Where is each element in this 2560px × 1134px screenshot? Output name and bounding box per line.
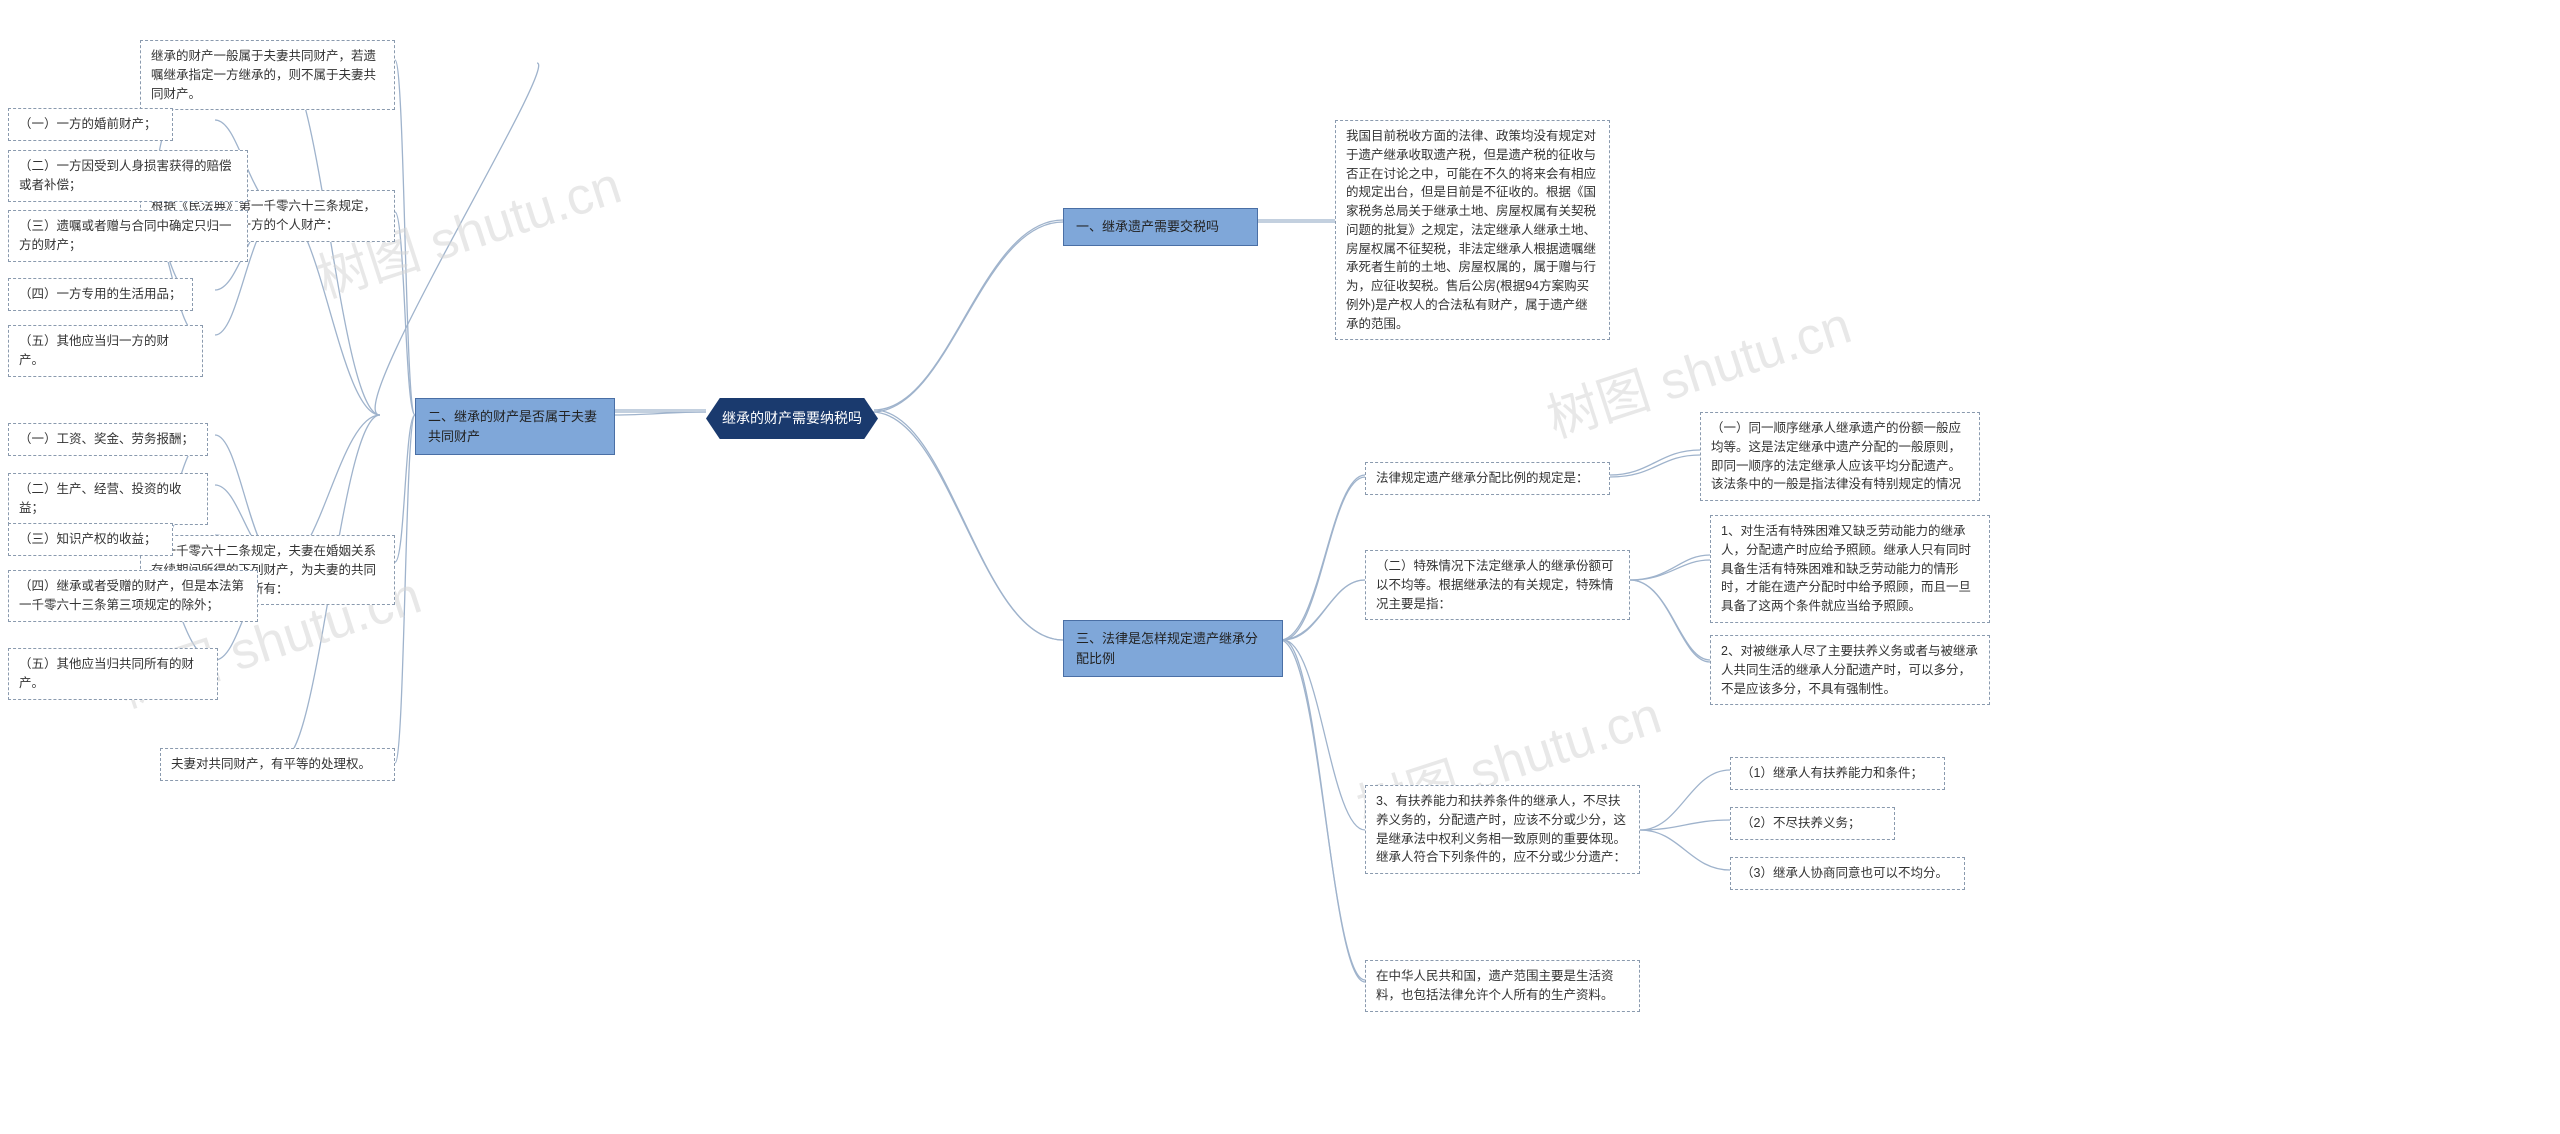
leaf-1063-c4: （四）一方专用的生活用品； bbox=[8, 278, 193, 311]
leaf-1062-c1: （一）工资、奖金、劳务报酬； bbox=[8, 423, 208, 456]
leaf-1062-c2: （二）生产、经营、投资的收益； bbox=[8, 473, 208, 525]
leaf-1062-c5: （五）其他应当归共同所有的财产。 bbox=[8, 648, 218, 700]
leaf-joint-general: 继承的财产一般属于夫妻共同财产，若遗嘱继承指定一方继承的，则不属于夫妻共同财产。 bbox=[140, 40, 395, 110]
leaf-special-case: （二）特殊情况下法定继承人的继承份额可以不均等。根据继承法的有关规定，特殊情况主… bbox=[1365, 550, 1630, 620]
leaf-equal-rights: 夫妻对共同财产，有平等的处理权。 bbox=[160, 748, 395, 781]
leaf-special-2: 2、对被继承人尽了主要扶养义务或者与被继承人共同生活的继承人分配遗产时，可以多分… bbox=[1710, 635, 1990, 705]
leaf-special-3-c1: （1）继承人有扶养能力和条件； bbox=[1730, 757, 1945, 790]
leaf-1062-c3: （三）知识产权的收益； bbox=[8, 523, 173, 556]
leaf-1063-c2: （二）一方因受到人身损害获得的赔偿或者补偿； bbox=[8, 150, 248, 202]
leaf-1063-c5: （五）其他应当归一方的财产。 bbox=[8, 325, 203, 377]
leaf-tax-detail: 我国目前税收方面的法律、政策均没有规定对于遗产继承收取遗产税，但是遗产税的征收与… bbox=[1335, 120, 1610, 340]
branch-tax-required: 一、继承遗产需要交税吗 bbox=[1063, 208, 1258, 246]
leaf-1063-c1: （一）一方的婚前财产； bbox=[8, 108, 173, 141]
leaf-1063-c3: （三）遗嘱或者赠与合同中确定只归一方的财产； bbox=[8, 210, 248, 262]
branch-distribution-law: 三、法律是怎样规定遗产继承分配比例 bbox=[1063, 620, 1283, 677]
leaf-special-1: 1、对生活有特殊困难又缺乏劳动能力的继承人，分配遗产时应给予照顾。继承人只有同时… bbox=[1710, 515, 1990, 623]
leaf-special-3: 3、有扶养能力和扶养条件的继承人，不尽扶养义务的，分配遗产时，应该不分或少分，这… bbox=[1365, 785, 1640, 874]
leaf-ratio-rule-detail: （一）同一顺序继承人继承遗产的份额一般应均等。这是法定继承中遗产分配的一般原则，… bbox=[1700, 412, 1980, 501]
leaf-ratio-rule: 法律规定遗产继承分配比例的规定是： bbox=[1365, 462, 1610, 495]
leaf-special-3-c3: （3）继承人协商同意也可以不均分。 bbox=[1730, 857, 1965, 890]
branch-joint-property: 二、继承的财产是否属于夫妻共同财产 bbox=[415, 398, 615, 455]
leaf-special-3-c2: （2）不尽扶养义务； bbox=[1730, 807, 1895, 840]
leaf-scope-note: 在中华人民共和国，遗产范围主要是生活资料，也包括法律允许个人所有的生产资料。 bbox=[1365, 960, 1640, 1012]
leaf-1062-c4: （四）继承或者受赠的财产，但是本法第一千零六十三条第三项规定的除外； bbox=[8, 570, 258, 622]
root-node: 继承的财产需要纳税吗 bbox=[706, 398, 878, 439]
